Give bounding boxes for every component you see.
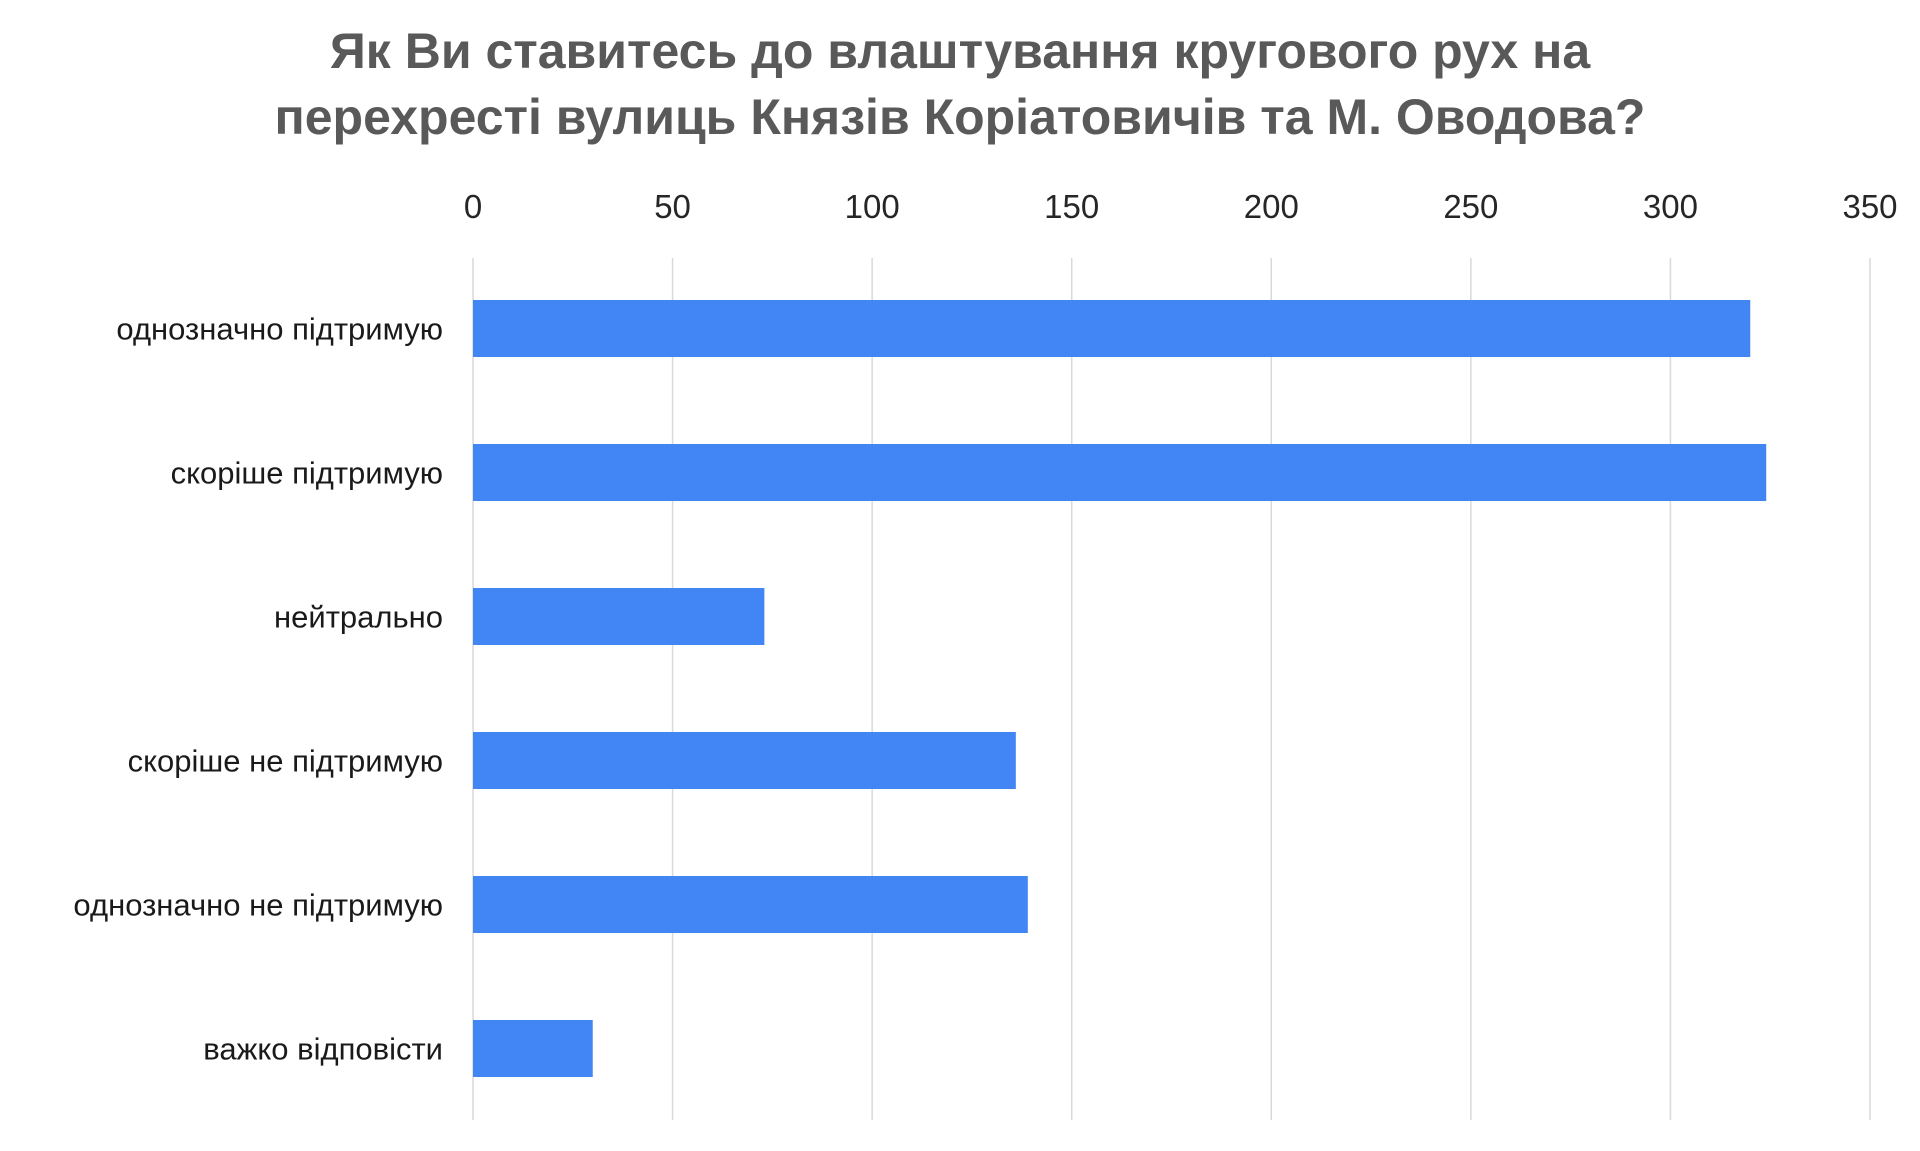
bar [473,300,1751,357]
bar [473,444,1767,501]
x-tick-label: 250 [1443,188,1498,225]
category-label: нейтрально [274,600,443,635]
x-tick-label: 50 [654,188,691,225]
bar [473,588,765,645]
x-tick-label: 100 [845,188,900,225]
category-label: однозначно підтримую [116,312,443,347]
x-tick-label: 200 [1244,188,1299,225]
category-label: однозначно не підтримую [73,888,443,923]
chart-title-line-2: перехресті вулиць Князів Коріатовичів та… [274,89,1646,145]
x-tick-label: 300 [1643,188,1698,225]
category-label: скоріше підтримую [171,456,443,491]
bar [473,732,1016,789]
x-tick-label: 150 [1044,188,1099,225]
bar [473,1020,593,1077]
bar [473,876,1028,933]
category-label: скоріше не підтримую [128,744,443,779]
category-label: важко відповісти [203,1032,443,1067]
x-tick-label: 0 [464,188,482,225]
chart-title: Як Ви ставитесь до влаштування кругового… [0,18,1920,150]
chart-title-line-1: Як Ви ставитесь до влаштування кругового… [329,23,1591,79]
x-tick-label: 350 [1842,188,1897,225]
